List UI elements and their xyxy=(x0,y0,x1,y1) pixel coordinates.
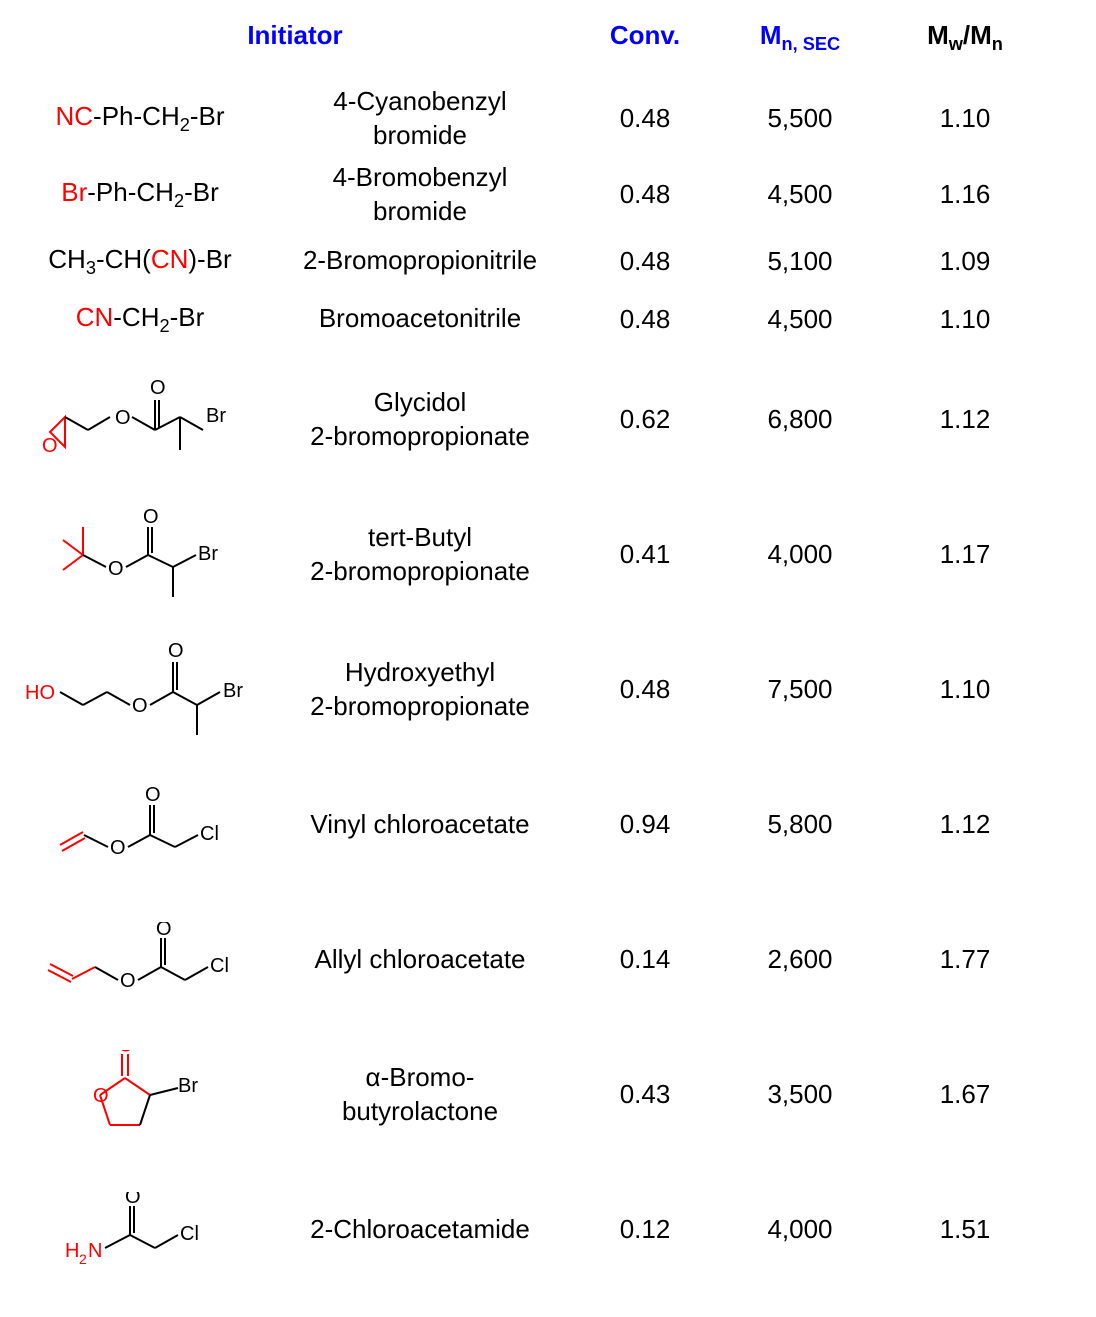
table-header: Initiator Conv. Mn, SEC Mw/Mn xyxy=(15,20,1081,55)
chem-structure-glycidol xyxy=(40,372,240,467)
table-row: Glycidol2-bromopropionate0.626,8001.12 xyxy=(15,352,1081,487)
name-cell: Vinyl chloroacetate xyxy=(265,808,575,842)
pdi-cell: 1.10 xyxy=(885,674,1045,705)
pdi-cell: 1.16 xyxy=(885,179,1045,210)
conv-cell: 0.48 xyxy=(575,304,715,335)
table-row: α-Bromo-butyrolactone0.433,5001.67 xyxy=(15,1027,1081,1162)
name-cell: 4-Cyanobenzylbromide xyxy=(265,85,575,153)
initiator-table: Initiator Conv. Mn, SEC Mw/Mn NC-Ph-CH2-… xyxy=(15,20,1081,1297)
structure-cell xyxy=(15,505,265,605)
conv-cell: 0.62 xyxy=(575,404,715,435)
pdi-cell: 1.10 xyxy=(885,103,1045,134)
chem-structure-tertbutyl xyxy=(48,505,233,605)
pdi-cell: 1.17 xyxy=(885,539,1045,570)
chem-structure-lactone xyxy=(70,1050,210,1140)
mn-cell: 2,600 xyxy=(715,944,885,975)
header-mnsec-sub: n, SEC xyxy=(782,34,841,54)
mn-cell: 5,100 xyxy=(715,246,885,277)
pdi-cell: 1.12 xyxy=(885,404,1045,435)
structure-cell: CN-CH2-Br xyxy=(15,302,265,337)
conv-cell: 0.43 xyxy=(575,1079,715,1110)
structure-cell: Br-Ph-CH2-Br xyxy=(15,177,265,212)
pdi-cell: 1.77 xyxy=(885,944,1045,975)
pdi-cell: 1.12 xyxy=(885,809,1045,840)
header-conv: Conv. xyxy=(575,20,715,55)
conv-cell: 0.14 xyxy=(575,944,715,975)
structure-cell xyxy=(15,1192,265,1267)
name-cell: Allyl chloroacetate xyxy=(265,943,575,977)
structure-cell xyxy=(15,372,265,467)
chem-structure-allyl xyxy=(40,922,240,997)
structure-cell xyxy=(15,1050,265,1140)
pdi-w: w xyxy=(949,34,963,54)
header-pdi: Mw/Mn xyxy=(885,20,1045,55)
structure-cell: NC-Ph-CH2-Br xyxy=(15,101,265,136)
name-cell: 4-Bromobenzylbromide xyxy=(265,161,575,229)
table-row: Hydroxyethyl2-bromopropionate0.487,5001.… xyxy=(15,622,1081,757)
name-cell: tert-Butyl2-bromopropionate xyxy=(265,521,575,589)
name-cell: 2-Bromopropionitrile xyxy=(265,244,575,278)
table-row: 2-Chloroacetamide0.124,0001.51 xyxy=(15,1162,1081,1297)
table-row: CH3-CH(CN)-Br2-Bromopropionitrile0.485,1… xyxy=(15,236,1081,286)
pdi-m1: M xyxy=(927,20,949,50)
table-row: NC-Ph-CH2-Br4-Cyanobenzylbromide0.485,50… xyxy=(15,85,1081,153)
header-initiator: Initiator xyxy=(15,20,575,55)
table-row: CN-CH2-BrBromoacetonitrile0.484,5001.10 xyxy=(15,294,1081,344)
structure-cell xyxy=(15,787,265,862)
name-cell: α-Bromo-butyrolactone xyxy=(265,1061,575,1129)
pdi-cell: 1.67 xyxy=(885,1079,1045,1110)
conv-cell: 0.48 xyxy=(575,103,715,134)
conv-cell: 0.94 xyxy=(575,809,715,840)
pdi-n: n xyxy=(992,34,1003,54)
mn-cell: 4,000 xyxy=(715,1214,885,1245)
name-cell: Hydroxyethyl2-bromopropionate xyxy=(265,656,575,724)
conv-cell: 0.48 xyxy=(575,674,715,705)
name-cell: Glycidol2-bromopropionate xyxy=(265,386,575,454)
table-row: Vinyl chloroacetate0.945,8001.12 xyxy=(15,757,1081,892)
pdi-cell: 1.09 xyxy=(885,246,1045,277)
conv-cell: 0.48 xyxy=(575,179,715,210)
structure-cell xyxy=(15,637,265,742)
structure-cell xyxy=(15,922,265,997)
name-cell: Bromoacetonitrile xyxy=(265,302,575,336)
structure-cell: CH3-CH(CN)-Br xyxy=(15,244,265,279)
chem-structure-hydroxyethyl xyxy=(25,637,255,742)
conv-cell: 0.41 xyxy=(575,539,715,570)
chem-structure-vinyl xyxy=(50,787,230,862)
mn-cell: 6,800 xyxy=(715,404,885,435)
pdi-cell: 1.51 xyxy=(885,1214,1045,1245)
table-row: Allyl chloroacetate0.142,6001.77 xyxy=(15,892,1081,1027)
conv-cell: 0.48 xyxy=(575,246,715,277)
mn-cell: 5,800 xyxy=(715,809,885,840)
conv-cell: 0.12 xyxy=(575,1214,715,1245)
table-row: tert-Butyl2-bromopropionate0.414,0001.17 xyxy=(15,487,1081,622)
mn-cell: 5,500 xyxy=(715,103,885,134)
table-row: Br-Ph-CH2-Br4-Bromobenzylbromide0.484,50… xyxy=(15,161,1081,229)
mn-cell: 4,500 xyxy=(715,304,885,335)
mn-cell: 4,000 xyxy=(715,539,885,570)
mn-cell: 7,500 xyxy=(715,674,885,705)
pdi-cell: 1.10 xyxy=(885,304,1045,335)
header-mnsec-m: M xyxy=(760,20,782,50)
pdi-m2: M xyxy=(970,20,992,50)
name-cell: 2-Chloroacetamide xyxy=(265,1213,575,1247)
chem-structure-chloroacetamide xyxy=(65,1192,215,1267)
mn-cell: 4,500 xyxy=(715,179,885,210)
mn-cell: 3,500 xyxy=(715,1079,885,1110)
header-mnsec: Mn, SEC xyxy=(715,20,885,55)
